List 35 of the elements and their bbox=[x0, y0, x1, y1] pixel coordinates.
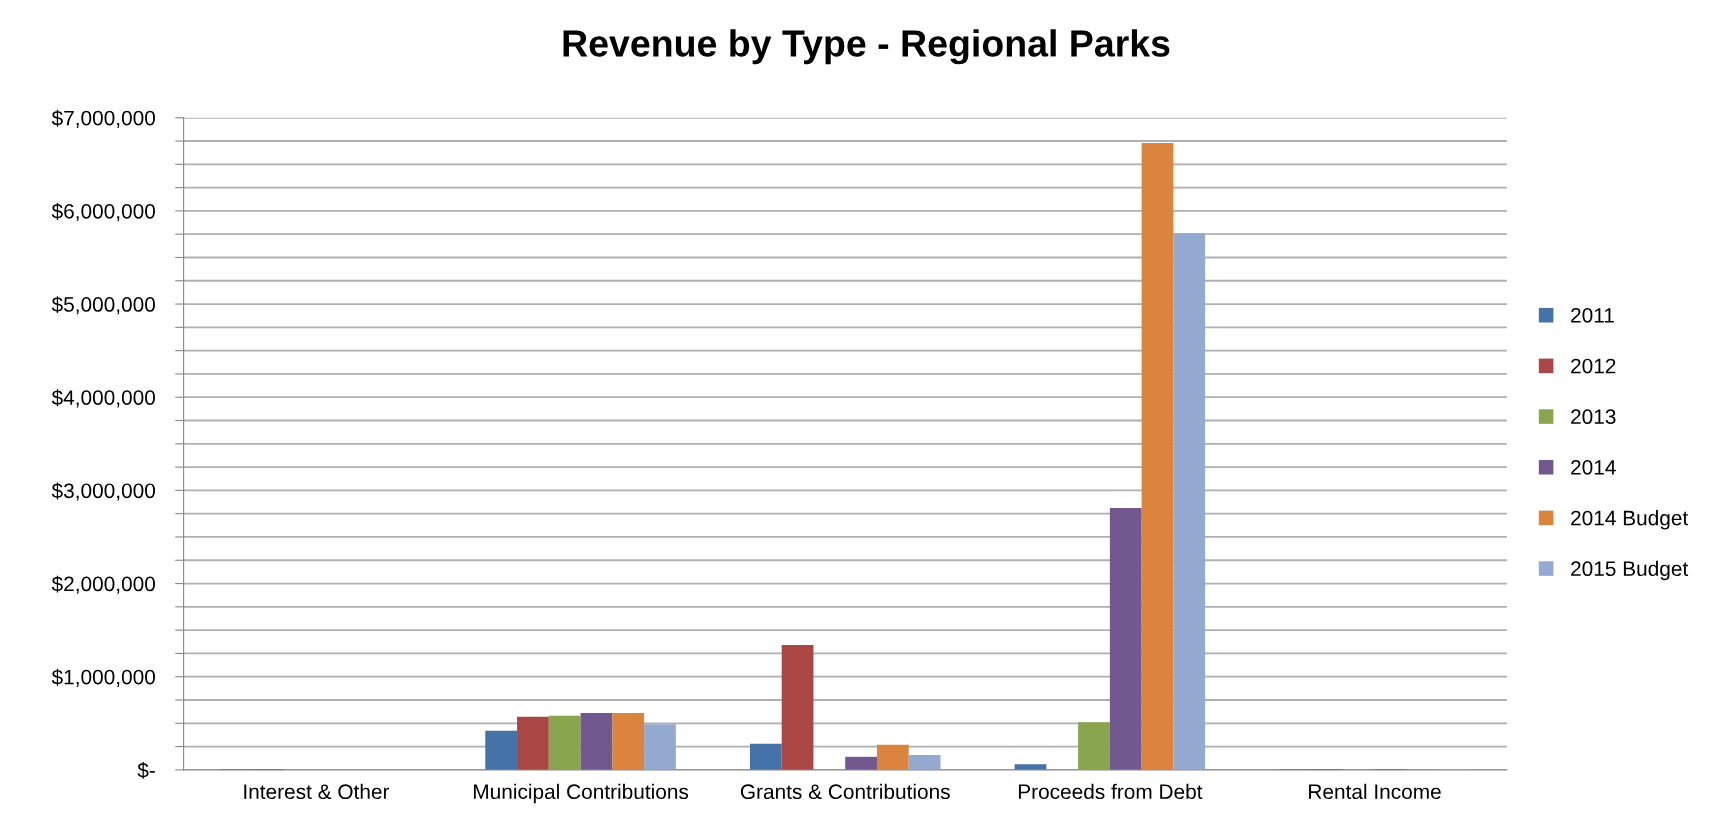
x-tick-label: Grants & Contributions bbox=[740, 783, 950, 800]
legend-label: 2011 bbox=[1571, 307, 1614, 323]
chart-title: Revenue by Type - Regional Parks bbox=[563, 29, 1170, 65]
legend-label: 2015 Budget bbox=[1571, 560, 1689, 581]
bar bbox=[580, 713, 613, 770]
legend-label: 2012 bbox=[1571, 358, 1616, 374]
y-tick-label: $5,000,000 bbox=[51, 296, 156, 315]
y-tick-label: $7,000,000 bbox=[51, 109, 156, 128]
bar bbox=[876, 744, 909, 770]
bar bbox=[749, 743, 782, 770]
bar bbox=[548, 715, 581, 770]
x-tick-label: Proceeds from Debt bbox=[1018, 783, 1203, 800]
bar bbox=[644, 724, 676, 770]
bar bbox=[908, 754, 941, 770]
bar bbox=[517, 716, 549, 770]
x-tick-label: Rental Income bbox=[1309, 783, 1441, 800]
legend-label: 2014 Budget bbox=[1571, 510, 1689, 530]
bar bbox=[485, 730, 518, 770]
y-tick-label: $6,000,000 bbox=[51, 203, 156, 222]
y-tick-label: $2,000,000 bbox=[51, 575, 156, 594]
x-tick-label: Interest & Other bbox=[244, 783, 390, 800]
bar bbox=[1078, 722, 1110, 770]
bar bbox=[1109, 508, 1142, 770]
bar bbox=[1173, 233, 1206, 770]
y-tick-label: $- bbox=[137, 762, 155, 779]
bar bbox=[781, 645, 814, 770]
y-tick-label: $3,000,000 bbox=[51, 482, 156, 501]
y-tick-label: $4,000,000 bbox=[51, 389, 156, 408]
legend-label: 2013 bbox=[1571, 409, 1616, 425]
y-tick-label: $1,000,000 bbox=[51, 668, 156, 687]
bar bbox=[845, 756, 877, 770]
bar bbox=[612, 713, 645, 770]
legend-label: 2014 bbox=[1571, 459, 1616, 475]
bar bbox=[1141, 142, 1174, 770]
x-tick-label: Municipal Contributions bbox=[474, 783, 689, 804]
